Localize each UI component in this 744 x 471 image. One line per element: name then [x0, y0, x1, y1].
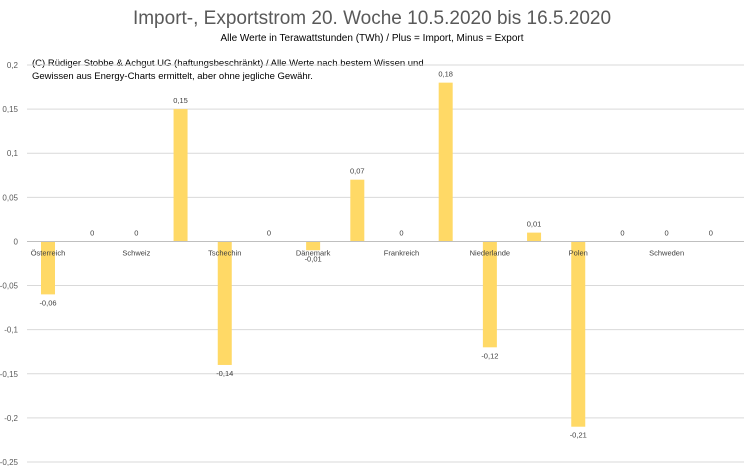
chart-title: Import-, Exportstrom 20. Woche 10.5.2020… [132, 8, 612, 29]
data-label: 0 [709, 228, 713, 237]
data-label: 0 [134, 228, 138, 237]
data-label: 0 [267, 228, 271, 237]
y-tick-label: -0,25 [0, 458, 19, 467]
data-labels: -0,06 0 0 0,15 -0,14 0 -0,01 0,07 0 0,18 -0,12 0,01… [39, 70, 712, 440]
data-label: 0 [90, 228, 94, 237]
data-label: 0,18 [438, 70, 453, 79]
bar [173, 109, 188, 242]
bars [41, 82, 586, 427]
bar [41, 241, 55, 295]
bar [527, 232, 542, 242]
gridlines [27, 64, 744, 463]
bar [217, 241, 232, 365]
category-label: Tschechin [208, 248, 241, 257]
category-label: Frankreich [384, 248, 419, 257]
y-tick-label: 0,15 [2, 105, 18, 114]
data-label: 0,01 [527, 220, 542, 229]
category-label: Niederlande [470, 248, 510, 257]
data-label: 0 [399, 228, 403, 237]
bar [306, 241, 321, 251]
data-label: -0,21 [570, 431, 587, 440]
data-label: 0,07 [350, 167, 365, 176]
y-tick-label: -0,05 [0, 282, 19, 291]
data-label: -0,14 [216, 369, 233, 378]
y-tick-label: 0,2 [7, 61, 19, 70]
chart-subtitle: Alle Werte in Terawattstunden (TWh) / Pl… [220, 33, 524, 44]
y-tick-label: 0 [14, 237, 19, 246]
y-tick-label: 0,1 [7, 149, 19, 158]
y-axis-ticks: 0,2 0,15 0,1 0,05 0 -0,05 -0,1 -0,15 -0,2 -0,25 [0, 61, 19, 467]
category-label: Dänemark [296, 248, 331, 257]
y-tick-label: -0,1 [4, 326, 18, 335]
bar [571, 241, 586, 427]
data-label: -0,01 [305, 254, 322, 263]
y-tick-label: -0,15 [0, 370, 19, 379]
category-label: Österreich [31, 248, 66, 257]
category-labels: Österreich Schweiz Tschechin Dänemark Frankr… [31, 248, 684, 257]
data-label: 0 [665, 228, 669, 237]
bar [350, 179, 365, 242]
bar [482, 241, 497, 348]
bar [438, 82, 453, 242]
y-tick-label: -0,2 [4, 414, 18, 423]
copyright-annotation: (C) Rüdiger Stobbe & Achgut UG (haftungs… [32, 58, 424, 82]
category-label: Schweiz [122, 248, 150, 257]
data-label: 0 [620, 228, 624, 237]
data-label: 0,15 [173, 96, 188, 105]
category-label: Schweden [649, 248, 684, 257]
data-label: -0,12 [481, 351, 498, 360]
category-label: Polen [569, 248, 588, 257]
data-label: -0,06 [39, 298, 56, 307]
y-tick-label: 0,05 [2, 193, 18, 202]
